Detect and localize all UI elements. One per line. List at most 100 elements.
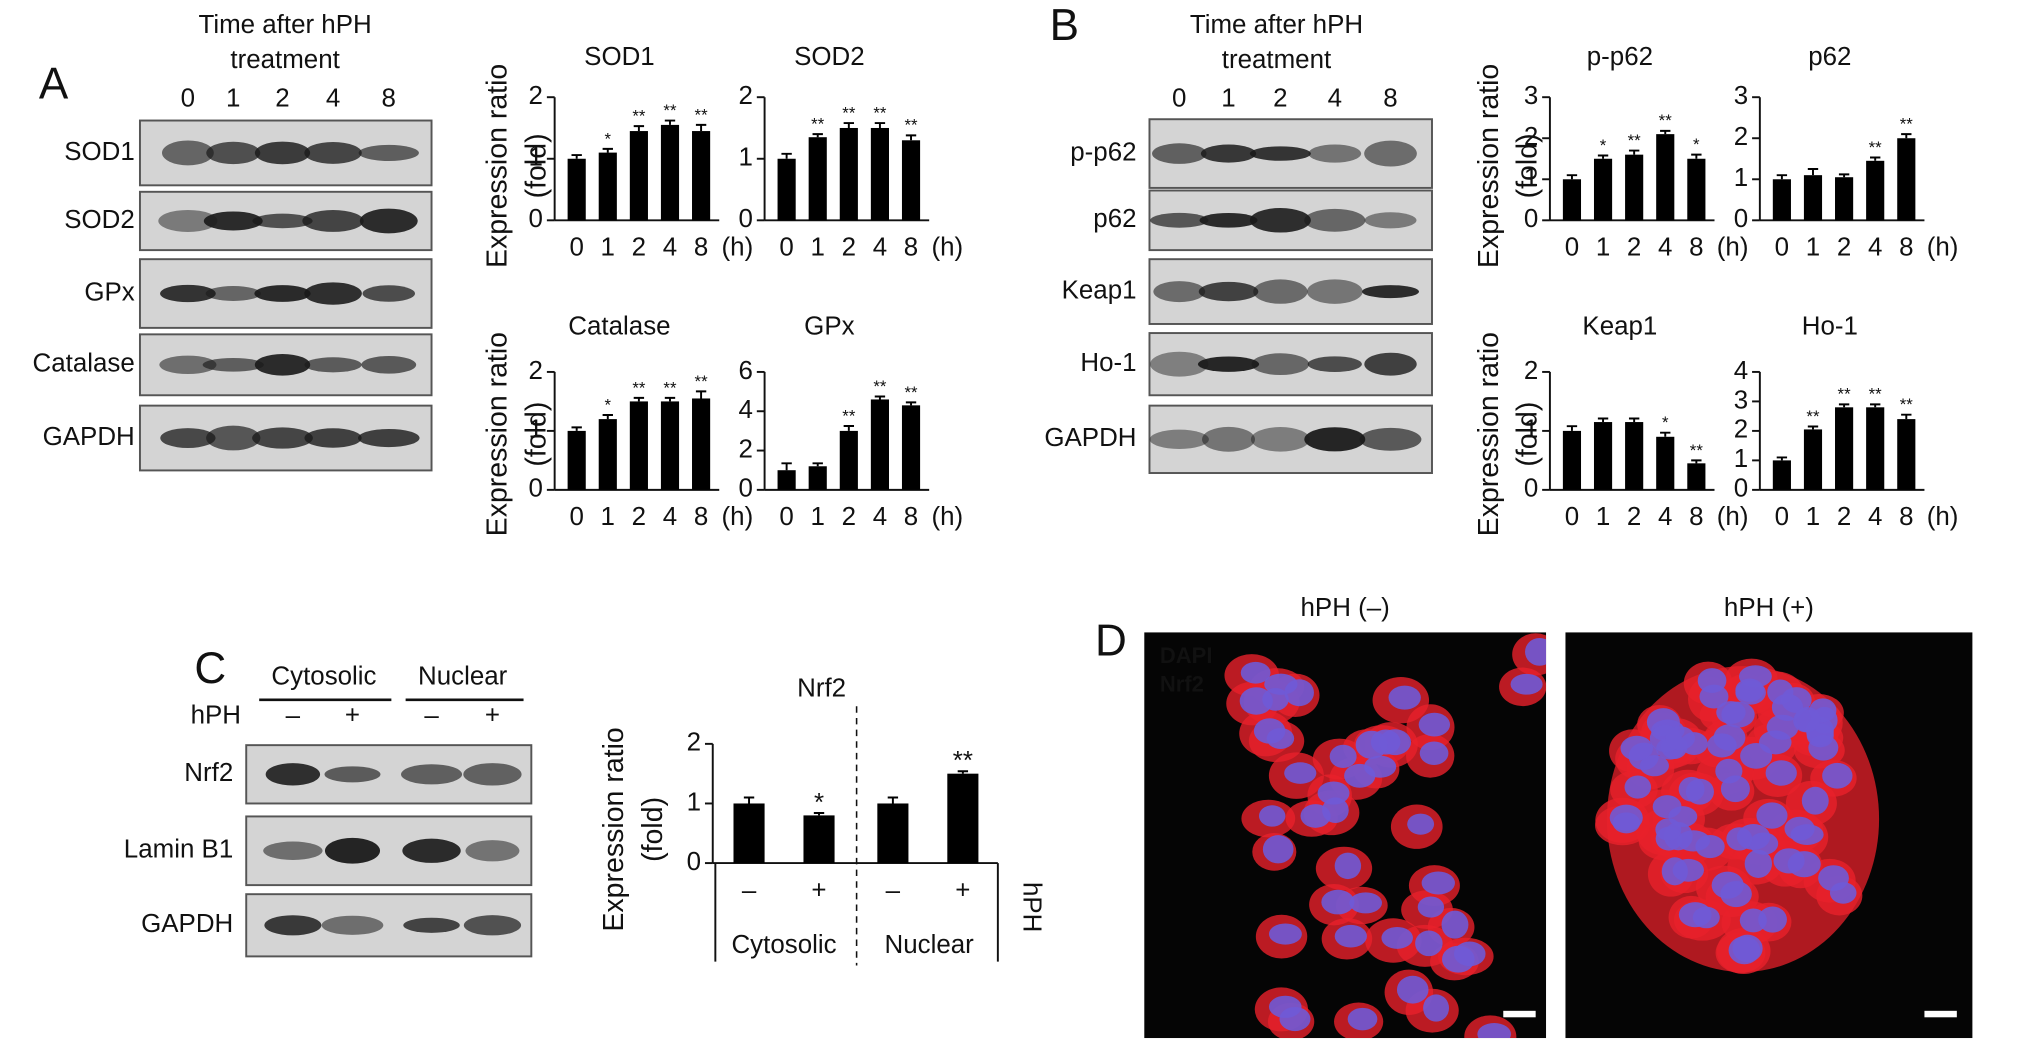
band: [254, 141, 311, 165]
error-bar: [571, 154, 582, 159]
error-bar: [1566, 174, 1578, 180]
bar: [629, 131, 648, 221]
cell-nucleus: [1381, 926, 1413, 949]
band: [264, 915, 322, 936]
blot-group: Cytosolic: [271, 663, 376, 691]
error-bar: [1776, 174, 1788, 180]
band: [1153, 281, 1206, 303]
blot-row-label: Ho-1: [1080, 349, 1136, 377]
cell-nucleus: [1510, 673, 1543, 695]
cell-nucleus: [1720, 775, 1750, 803]
y-tick-label: 3: [1734, 386, 1748, 414]
y-axis-label: Expression ratio: [1473, 332, 1505, 536]
cell-nucleus: [1407, 813, 1435, 835]
significance: *: [1693, 135, 1700, 154]
x-tick-label: 4: [663, 503, 677, 531]
chart-title: SOD1: [584, 43, 655, 71]
y-tick-label: 1: [739, 144, 753, 172]
bar: [1687, 158, 1706, 221]
cells: [1224, 633, 1547, 1039]
band: [304, 282, 362, 305]
error-bar: [812, 133, 823, 138]
band: [1250, 427, 1310, 452]
bar: [1562, 430, 1582, 490]
bar: [629, 401, 648, 490]
blot-row-label: SOD2: [64, 206, 135, 234]
blot-row-label: Lamin B1: [124, 836, 233, 864]
x-unit: (h): [1717, 503, 1749, 531]
error-bar: [905, 401, 917, 406]
blot-row-label: Keap1: [1062, 276, 1137, 304]
cell-nucleus: [1423, 994, 1450, 1022]
error-bar: [633, 125, 645, 132]
band: [1249, 208, 1311, 233]
band: [403, 917, 460, 933]
y-axis-label: (fold): [520, 402, 552, 467]
stain-label: Nrf2: [1160, 671, 1204, 696]
error-bar: [812, 462, 823, 467]
significance: **: [1690, 441, 1704, 460]
significance: **: [1869, 138, 1883, 157]
bar: [839, 430, 858, 490]
band: [202, 357, 264, 372]
scale-bar: [1503, 1010, 1536, 1018]
cell-nucleus: [1388, 685, 1421, 710]
cell-nucleus: [1418, 712, 1451, 737]
x-tick-label: 8: [904, 503, 918, 531]
y-tick-label: 0: [529, 205, 543, 233]
chart-title: p-p62: [1587, 43, 1653, 71]
y-tick-label: 4: [739, 396, 753, 424]
x-tick-label: 0: [1775, 503, 1789, 531]
cell-nucleus: [1624, 775, 1652, 799]
x-tick-label: 1: [1806, 234, 1820, 262]
panel-label: B: [1050, 1, 1079, 50]
bar: [901, 140, 921, 221]
cell-nucleus: [1713, 724, 1746, 751]
significance: **: [904, 116, 918, 135]
band: [252, 427, 313, 449]
error-bar: [1838, 403, 1850, 408]
cell-nucleus: [1822, 762, 1853, 789]
cell-nucleus: [1612, 812, 1641, 834]
significance: **: [873, 103, 887, 122]
x-unit: (h): [931, 503, 963, 531]
error-bar: [633, 396, 645, 402]
cell-nucleus: [1364, 755, 1397, 778]
lane-label: 0: [1172, 85, 1186, 113]
bar: [870, 399, 889, 490]
bar: [1593, 158, 1613, 221]
bar: [1772, 460, 1791, 490]
error-bar: [1870, 156, 1881, 161]
y-tick-label: 0: [1734, 475, 1748, 503]
lane-label: 2: [1273, 85, 1287, 113]
bar: [808, 137, 827, 221]
bar: [901, 405, 921, 490]
cell-nucleus: [1721, 701, 1755, 728]
x-tick-label: 2: [632, 503, 646, 531]
cell-nucleus: [1794, 706, 1821, 733]
bar: [567, 158, 586, 221]
band: [361, 355, 417, 374]
band: [324, 766, 381, 783]
bar: [1656, 134, 1675, 221]
y-tick-label: 0: [1734, 205, 1748, 233]
cell-nucleus: [1258, 805, 1286, 827]
significance: **: [1900, 395, 1914, 414]
significance: **: [632, 107, 646, 126]
error-bar: [874, 122, 886, 128]
x-tick-label: 0: [569, 234, 583, 262]
cell-nucleus: [1790, 824, 1824, 845]
error-bar: [1691, 153, 1702, 159]
band: [206, 141, 261, 165]
band: [401, 764, 463, 785]
error-bar: [1807, 168, 1819, 176]
cell-nucleus: [1744, 849, 1773, 878]
cell-nucleus: [1355, 730, 1388, 759]
cell-nucleus: [1765, 760, 1797, 786]
bar: [1835, 177, 1854, 221]
cell-nucleus: [1477, 1022, 1512, 1039]
y-tick-label: 0: [739, 475, 753, 503]
error-bar: [664, 119, 676, 125]
chart-title: Catalase: [568, 313, 670, 341]
y-tick-label: 2: [739, 435, 753, 463]
